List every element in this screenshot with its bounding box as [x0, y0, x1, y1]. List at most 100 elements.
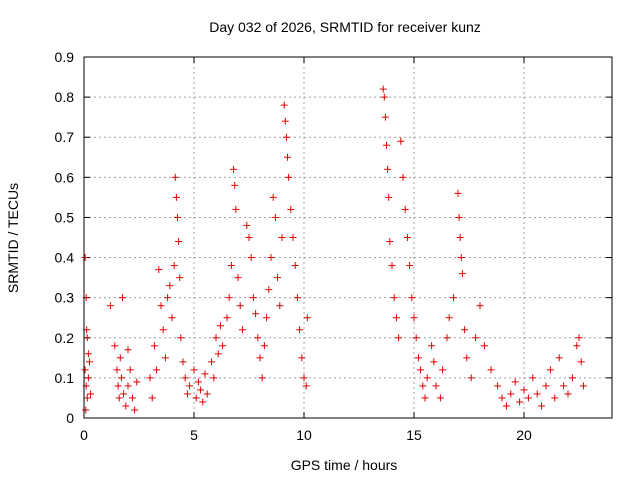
data-point — [274, 274, 282, 282]
data-point — [379, 85, 387, 93]
data-point — [119, 294, 126, 302]
data-point — [230, 165, 238, 173]
data-point — [551, 394, 559, 402]
data-point — [412, 334, 420, 342]
y-tick-label: 0.1 — [55, 370, 75, 386]
data-point — [392, 314, 400, 322]
x-tick-label: 20 — [516, 427, 532, 443]
data-point — [568, 374, 576, 382]
data-point — [296, 326, 304, 334]
data-point — [115, 394, 123, 402]
data-point — [302, 382, 310, 390]
data-point — [243, 221, 251, 229]
data-point — [164, 294, 172, 302]
data-points — [81, 85, 587, 414]
data-point — [406, 262, 414, 270]
data-point — [282, 133, 290, 141]
data-point — [232, 205, 240, 213]
y-tick-label: 0.6 — [55, 169, 75, 185]
data-point — [291, 262, 299, 270]
data-point — [208, 358, 216, 366]
data-point — [223, 314, 231, 322]
data-point — [458, 270, 466, 278]
data-point — [280, 101, 288, 109]
grid-lines — [84, 57, 612, 418]
data-point — [249, 294, 257, 302]
y-tick-label: 0 — [66, 410, 74, 426]
data-point — [516, 398, 524, 406]
data-point — [555, 354, 563, 362]
y-axis-label: SRMTID / TECUs — [5, 183, 21, 293]
data-point — [384, 165, 392, 173]
y-tick-label: 0.9 — [55, 49, 75, 65]
data-point — [430, 358, 438, 366]
data-point — [480, 342, 488, 350]
data-point — [502, 402, 510, 410]
data-point — [560, 382, 568, 390]
data-point — [214, 350, 222, 358]
data-point — [192, 394, 200, 402]
data-point — [83, 394, 91, 402]
data-point — [146, 374, 154, 382]
data-point — [419, 382, 427, 390]
plot-frame — [83, 56, 613, 419]
data-point — [436, 394, 444, 402]
data-point — [403, 234, 411, 241]
data-point — [111, 342, 119, 350]
data-point — [276, 302, 284, 310]
data-point — [116, 354, 124, 362]
data-point — [258, 374, 266, 382]
data-point — [219, 342, 227, 350]
data-point — [186, 382, 194, 390]
data-point — [520, 386, 528, 394]
data-point — [494, 382, 502, 390]
data-point — [298, 354, 306, 362]
data-point — [172, 193, 180, 201]
data-point — [252, 310, 260, 318]
data-point — [216, 322, 224, 330]
y-tick-label: 0.7 — [55, 129, 75, 145]
data-point — [507, 390, 515, 398]
data-point — [106, 302, 114, 310]
data-point — [203, 390, 211, 398]
data-point — [159, 326, 167, 334]
data-point — [269, 193, 277, 201]
data-point — [256, 354, 264, 362]
data-point — [577, 358, 585, 366]
data-point — [487, 366, 495, 374]
data-point — [245, 234, 253, 241]
data-point — [542, 382, 550, 390]
data-point — [133, 378, 141, 386]
data-point — [573, 342, 581, 350]
data-point — [546, 366, 554, 374]
data-point — [414, 354, 422, 362]
data-point — [81, 254, 89, 262]
data-point — [278, 234, 286, 241]
data-point — [303, 314, 311, 322]
data-point — [124, 382, 132, 390]
x-tick-label: 10 — [296, 427, 312, 443]
data-point — [155, 266, 163, 274]
data-point — [271, 213, 279, 221]
data-point — [225, 294, 233, 302]
data-point — [81, 366, 89, 374]
data-point — [168, 314, 176, 322]
data-point — [210, 374, 218, 382]
data-point — [84, 350, 92, 358]
data-point — [120, 390, 128, 398]
data-point — [524, 394, 532, 402]
axis-ticks: 0 0.1 0.2 0.3 0.4 0.5 0.6 0.7 0.8 0.9 0 5 10 15 20 — [55, 49, 612, 443]
x-tick-label: 5 — [190, 427, 198, 443]
data-point — [293, 294, 301, 302]
data-point — [212, 334, 220, 342]
data-point — [529, 374, 537, 382]
data-point — [175, 238, 183, 246]
data-point — [174, 213, 181, 221]
data-point — [401, 205, 409, 213]
data-point — [86, 358, 93, 366]
data-point — [177, 334, 185, 342]
data-point — [395, 334, 403, 342]
data-point — [385, 193, 393, 201]
data-point — [234, 274, 242, 282]
